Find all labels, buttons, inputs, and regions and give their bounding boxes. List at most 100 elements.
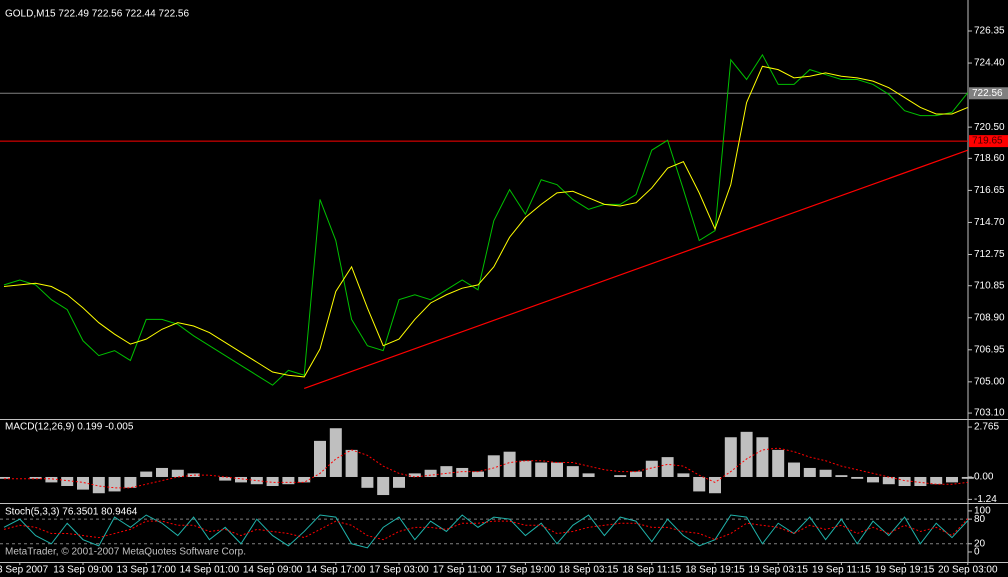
histogram-bar: [772, 449, 785, 477]
y-tick-label: 706.95: [974, 344, 1005, 355]
histogram-bar: [803, 467, 816, 477]
x-tick-label: 17 Sep 19:00: [496, 565, 556, 576]
histogram-bar: [171, 469, 184, 477]
histogram-bar: [345, 449, 358, 477]
panel-title: MACD(12,26,9) 0.199 -0.005: [5, 422, 134, 433]
y-tick-label: 705.00: [974, 376, 1005, 387]
histogram-bar: [551, 462, 563, 477]
histogram-bar: [156, 467, 168, 477]
x-tick-label: 18 Sep 19:15: [685, 565, 745, 576]
histogram-bar: [92, 476, 105, 494]
histogram-bar: [566, 466, 579, 477]
x-tick-label: 17 Sep 11:00: [433, 565, 492, 576]
histogram-bar: [709, 476, 721, 494]
y-tick-label: 703.10: [974, 408, 1005, 419]
y-tick-label: 80: [974, 514, 986, 525]
histogram-bar: [440, 466, 453, 477]
histogram-bar: [503, 451, 516, 477]
histogram-bar: [0, 476, 10, 479]
histogram-bar: [519, 460, 532, 477]
histogram-bar: [961, 476, 974, 479]
histogram-bar: [456, 467, 469, 477]
histogram-bar: [219, 476, 232, 481]
price-label: 722.56: [972, 88, 1003, 99]
price-label-box: [969, 87, 1008, 100]
histogram-bar: [630, 471, 642, 477]
histogram-bar: [77, 476, 89, 490]
histogram-bar: [329, 428, 342, 477]
y-tick-label: 718.60: [974, 153, 1005, 164]
histogram-bar: [614, 475, 627, 477]
x-tick-label: 14 Sep 17:00: [306, 565, 366, 576]
y-tick-label: 2.765: [974, 422, 999, 433]
histogram-bar: [898, 476, 911, 487]
histogram-bar: [851, 476, 864, 479]
histogram-bar: [124, 476, 137, 488]
y-tick-label: 724.40: [974, 58, 1005, 69]
trendline: [303, 149, 969, 389]
histogram-bar: [835, 475, 848, 477]
x-tick-label: 13 Sep 09:00: [53, 565, 113, 576]
histogram-bar: [235, 476, 247, 483]
x-tick-label: 20 Sep 03:00: [938, 565, 998, 576]
series-line: [3, 514, 969, 549]
histogram-bar: [582, 473, 595, 477]
histogram-bar: [867, 476, 879, 483]
histogram-bar: [946, 476, 958, 483]
y-tick-label: 710.85: [974, 280, 1005, 291]
x-tick-label: 17 Sep 03:00: [369, 565, 429, 576]
histogram-bar: [819, 469, 832, 477]
histogram-bar: [408, 473, 421, 477]
histogram-bar: [61, 476, 74, 487]
histogram-bar: [282, 476, 295, 485]
histogram-bar: [45, 476, 58, 483]
y-tick-label: 726.35: [974, 26, 1005, 37]
x-tick-label: 14 Sep 09:00: [243, 565, 303, 576]
y-tick-label: 712.75: [974, 249, 1005, 260]
histogram-bar: [914, 476, 927, 487]
histogram-bar: [882, 476, 895, 485]
y-tick-label: 20: [974, 538, 986, 549]
histogram-bar: [724, 437, 737, 477]
histogram-bar: [693, 476, 706, 492]
histogram-bar: [677, 473, 690, 477]
series-line: [4, 447, 968, 489]
histogram-bar: [472, 471, 484, 477]
x-tick-label: 13 Sep 2007: [0, 565, 49, 576]
histogram-bar: [535, 462, 548, 477]
copyright: MetaTrader, © 2001-2007 MetaQuotes Softw…: [5, 547, 246, 558]
x-tick-label: 19 Sep 03:15: [748, 565, 808, 576]
series-line: [3, 53, 969, 386]
series-line: [3, 518, 969, 541]
y-tick-label: 0.00: [974, 472, 994, 483]
histogram-bar: [250, 476, 263, 485]
series-line: [3, 65, 968, 378]
panel-title: GOLD,M15 722.49 722.56 722.44 722.56: [5, 9, 189, 20]
histogram-bar: [361, 476, 374, 488]
histogram-bar: [930, 476, 943, 485]
histogram-bar: [108, 476, 121, 492]
panel-title: Stoch(5,3,3) 76.3501 80.9464: [5, 507, 138, 518]
histogram-bar: [661, 457, 674, 477]
histogram-bar: [298, 476, 311, 483]
histogram-bar: [393, 476, 405, 488]
price-label: 719.65: [972, 136, 1003, 147]
x-tick-label: 18 Sep 11:15: [622, 565, 681, 576]
y-tick-label: 714.70: [974, 217, 1005, 228]
histogram-bar: [266, 476, 279, 487]
x-tick-label: 18 Sep 03:15: [559, 565, 619, 576]
histogram-bar: [645, 460, 658, 477]
y-tick-label: -1.24: [974, 494, 997, 505]
histogram-bar: [187, 473, 200, 477]
histogram-bar: [424, 469, 437, 477]
y-tick-label: 716.65: [974, 185, 1005, 196]
y-tick-label: 100: [974, 506, 991, 517]
y-tick-label: 720.50: [974, 122, 1005, 133]
histogram-bar: [314, 440, 326, 477]
histogram-bar: [377, 476, 390, 496]
x-tick-label: 19 Sep 19:15: [875, 565, 935, 576]
y-tick-label: 0: [974, 547, 980, 558]
price-label-box: [969, 135, 1008, 148]
